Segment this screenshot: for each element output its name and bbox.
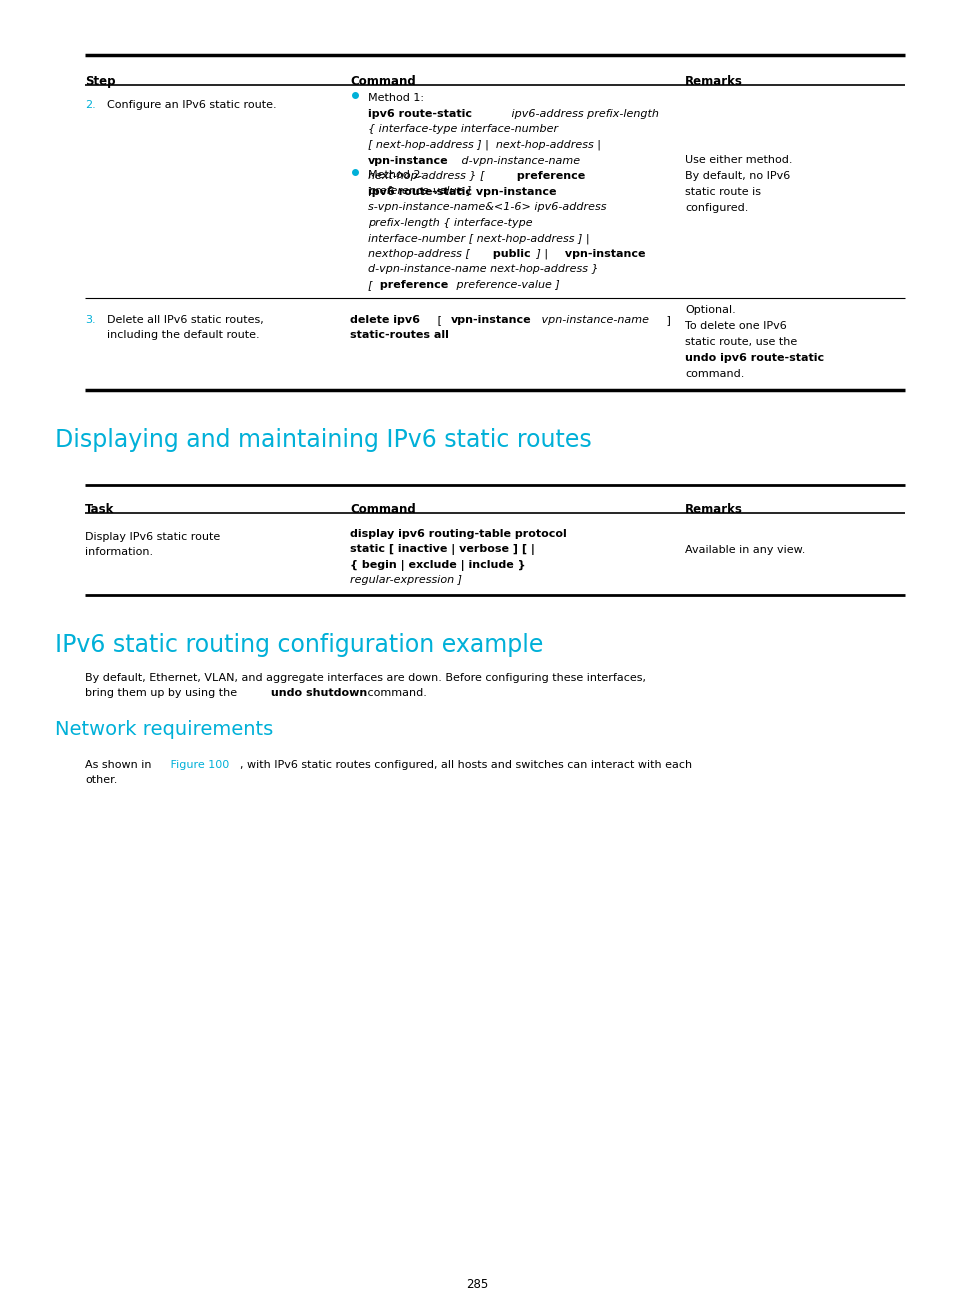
Text: [ next-hop-address ] |  next-hop-address |: [ next-hop-address ] | next-hop-address … — [368, 140, 600, 150]
Text: 2.: 2. — [85, 100, 95, 110]
Text: preference-value ]: preference-value ] — [368, 187, 471, 197]
Text: ] |: ] | — [533, 249, 548, 259]
Text: interface-number [ next-hop-address ] |: interface-number [ next-hop-address ] | — [368, 233, 589, 244]
Text: Displaying and maintaining IPv6 static routes: Displaying and maintaining IPv6 static r… — [55, 428, 591, 452]
Text: Task: Task — [85, 503, 114, 516]
Text: Remarks: Remarks — [684, 503, 742, 516]
Text: static route, use the: static route, use the — [684, 337, 797, 347]
Text: 285: 285 — [465, 1278, 488, 1291]
Text: ]: ] — [662, 315, 670, 325]
Text: static route is: static route is — [684, 187, 760, 197]
Text: undo ipv6 route-static: undo ipv6 route-static — [684, 353, 823, 363]
Text: delete ipv6: delete ipv6 — [350, 315, 419, 325]
Text: Delete all IPv6 static routes,: Delete all IPv6 static routes, — [107, 315, 263, 325]
Text: Command: Command — [350, 503, 416, 516]
Text: information.: information. — [85, 547, 153, 557]
Text: By default, Ethernet, VLAN, and aggregate interfaces are down. Before configurin: By default, Ethernet, VLAN, and aggregat… — [85, 673, 645, 683]
Text: Network requirements: Network requirements — [55, 721, 273, 739]
Text: [: [ — [434, 315, 445, 325]
Text: 3.: 3. — [85, 315, 95, 325]
Text: bring them up by using the: bring them up by using the — [85, 688, 237, 699]
Text: public: public — [489, 249, 530, 259]
Text: vpn-instance: vpn-instance — [560, 249, 645, 259]
Text: Available in any view.: Available in any view. — [684, 546, 804, 555]
Text: including the default route.: including the default route. — [107, 330, 259, 341]
Text: Remarks: Remarks — [684, 75, 742, 88]
Text: Command: Command — [350, 75, 416, 88]
Text: Optional.: Optional. — [684, 305, 735, 315]
Text: configured.: configured. — [684, 203, 747, 213]
Text: static-routes all: static-routes all — [350, 330, 449, 341]
Text: preference: preference — [375, 280, 448, 290]
Text: By default, no IPv6: By default, no IPv6 — [684, 171, 789, 181]
Text: Use either method.: Use either method. — [684, 156, 792, 165]
Text: ipv6 route-static vpn-instance: ipv6 route-static vpn-instance — [368, 187, 556, 197]
Text: undo shutdown: undo shutdown — [267, 688, 367, 699]
Text: ipv6-address prefix-length: ipv6-address prefix-length — [507, 109, 659, 119]
Text: other.: other. — [85, 775, 117, 785]
Text: nexthop-address [: nexthop-address [ — [368, 249, 469, 259]
Text: To delete one IPv6: To delete one IPv6 — [684, 321, 786, 330]
Text: Method 1:: Method 1: — [368, 93, 423, 102]
Text: vpn-instance-name: vpn-instance-name — [537, 315, 648, 325]
Text: regular-expression ]: regular-expression ] — [350, 575, 461, 586]
Text: , with IPv6 static routes configured, all hosts and switches can interact with e: , with IPv6 static routes configured, al… — [240, 759, 691, 770]
Text: next-hop-address } [: next-hop-address } [ — [368, 171, 484, 181]
Text: s-vpn-instance-name&<1-6> ipv6-address: s-vpn-instance-name&<1-6> ipv6-address — [368, 202, 606, 213]
Text: static [ inactive | verbose ] [ |: static [ inactive | verbose ] [ | — [350, 544, 535, 556]
Text: d-vpn-instance-name next-hop-address }: d-vpn-instance-name next-hop-address } — [368, 264, 598, 275]
Text: Configure an IPv6 static route.: Configure an IPv6 static route. — [107, 100, 276, 110]
Text: prefix-length { interface-type: prefix-length { interface-type — [368, 218, 532, 228]
Text: command.: command. — [684, 369, 743, 378]
Text: { interface-type interface-number: { interface-type interface-number — [368, 124, 558, 135]
Text: As shown in: As shown in — [85, 759, 152, 770]
Text: command.: command. — [364, 688, 426, 699]
Text: ipv6 route-static: ipv6 route-static — [368, 109, 472, 119]
Text: vpn-instance: vpn-instance — [368, 156, 448, 166]
Text: Step: Step — [85, 75, 115, 88]
Text: Display IPv6 static route: Display IPv6 static route — [85, 531, 220, 542]
Text: Figure 100: Figure 100 — [167, 759, 229, 770]
Text: { begin | exclude | include }: { begin | exclude | include } — [350, 560, 525, 572]
Text: IPv6 static routing configuration example: IPv6 static routing configuration exampl… — [55, 632, 543, 657]
Text: Method 2:: Method 2: — [368, 170, 424, 180]
Text: display ipv6 routing-table protocol: display ipv6 routing-table protocol — [350, 529, 566, 539]
Text: vpn-instance: vpn-instance — [451, 315, 531, 325]
Text: preference-value ]: preference-value ] — [453, 280, 559, 290]
Text: [: [ — [368, 280, 372, 290]
Text: d-vpn-instance-name: d-vpn-instance-name — [457, 156, 579, 166]
Text: preference: preference — [513, 171, 584, 181]
